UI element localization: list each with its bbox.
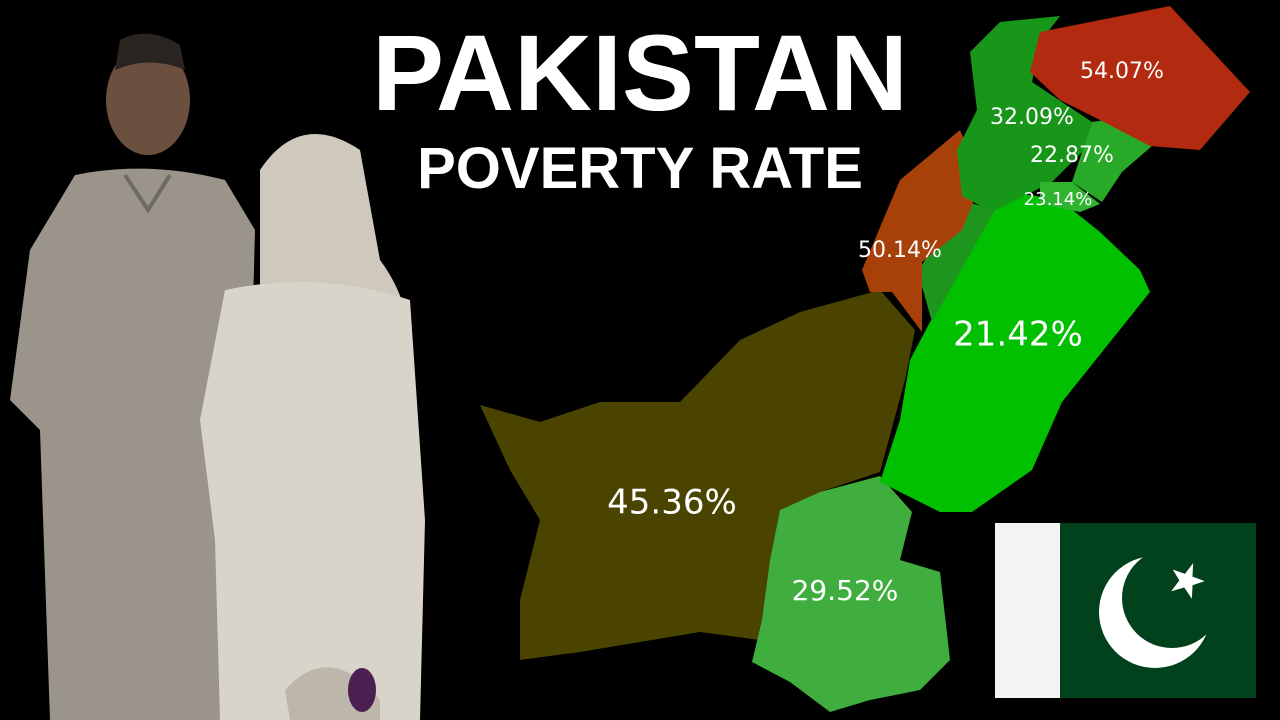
region-label: 32.09% [990,105,1074,130]
region-label: 23.14% [1024,189,1093,210]
people-photo [10,33,425,720]
flag [995,523,1256,698]
region-fata [862,130,982,332]
region-gilgit-baltistan [1030,6,1250,150]
title: PAKISTAN [372,12,908,133]
region-kpk-south [918,200,995,322]
region-ajk [1072,116,1152,202]
region-kpk [957,16,1092,212]
map [480,6,1250,712]
region-islamabad [1040,182,1100,212]
region-label: 50.14% [858,238,942,263]
region-label: 22.87% [1030,143,1114,168]
region-balochistan [480,290,915,660]
region-label: 21.42% [953,315,1083,355]
region-punjab [880,190,1150,512]
region-label: 45.36% [607,483,737,523]
region-label: 29.52% [792,574,899,607]
map-labels: 54.07% 32.09% 22.87% 23.14% 50.14% 21.42… [607,59,1164,607]
subtitle: POVERTY RATE [417,136,863,201]
region-sindh [752,476,950,712]
region-label: 54.07% [1080,59,1164,84]
